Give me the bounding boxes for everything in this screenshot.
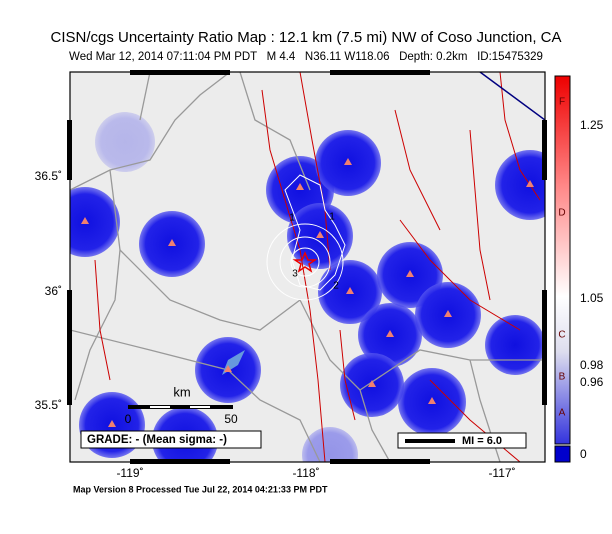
contours <box>266 174 346 301</box>
scale-bar: km 0 50 <box>125 384 238 426</box>
latitude-labels: 36.5˚ 36˚ 35.5˚ <box>35 169 62 412</box>
grade-letter: F <box>559 97 565 108</box>
subtitle: Wed Mar 12, 2014 07:11:04 PM PDT M 4.4 N… <box>69 51 543 63</box>
colorbar-ticks: 1.25 1.05 0.98 0.96 0 <box>580 118 604 461</box>
epicenter <box>292 251 318 273</box>
grade: GRADE: - (Mean sigma: -) <box>87 434 227 446</box>
colorbar-tick: 1.25 <box>580 118 604 132</box>
grade-box <box>80 430 262 449</box>
magnitude-box <box>397 432 527 449</box>
map-frame <box>67 70 547 464</box>
lat-label: 36˚ <box>45 284 62 298</box>
magnitude-bar <box>405 439 455 443</box>
lat-label: 35.5˚ <box>35 398 62 412</box>
colorbar-zero <box>554 445 571 463</box>
scale-end: 50 <box>224 412 238 426</box>
colorbar-grades: F D C B A <box>558 97 565 419</box>
lat-label: 36.5˚ <box>35 169 62 183</box>
colorbar-tick: 1.05 <box>580 291 604 305</box>
lon-label: -119˚ <box>116 466 143 480</box>
roads <box>70 72 545 462</box>
contour-label: 3 <box>292 269 298 280</box>
map-area: 1 1 3 2 km 0 50 GRADE: - (Mean sigma: -)… <box>70 72 545 462</box>
colorbar-tick: 0.98 <box>580 358 604 372</box>
contour-label: 2 <box>333 281 339 292</box>
colorbar-tick: 0 <box>580 447 587 461</box>
contour-labels: 1 1 3 2 <box>289 212 339 292</box>
grade-letter: A <box>559 408 566 419</box>
scale-unit: km <box>173 384 190 399</box>
contour-label: 1 <box>289 213 295 224</box>
grade-letter: B <box>559 372 566 383</box>
footer: Map Version 8 Processed Tue Jul 22, 2014… <box>73 484 328 494</box>
uncertainty-blobs <box>70 112 545 462</box>
longitude-labels: -119˚ -118˚ -117˚ <box>116 466 515 480</box>
lon-label: -117˚ <box>488 466 515 480</box>
colorbar-tick: 0.96 <box>580 375 604 389</box>
grade-letter: D <box>558 208 565 219</box>
colorbar: F D C B A 1.25 1.05 0.98 0.96 0 <box>554 75 604 463</box>
lon-label: -118˚ <box>292 466 319 480</box>
grade-letter: C <box>558 330 565 341</box>
magnitude: MI = 6.0 <box>462 435 502 447</box>
scale-start: 0 <box>125 412 132 426</box>
colorbar-gradient <box>554 75 571 445</box>
contour-label: 1 <box>329 212 335 223</box>
boundary-line <box>479 72 545 121</box>
title: CISN/cgs Uncertainty Ratio Map : 12.1 km… <box>50 29 561 46</box>
